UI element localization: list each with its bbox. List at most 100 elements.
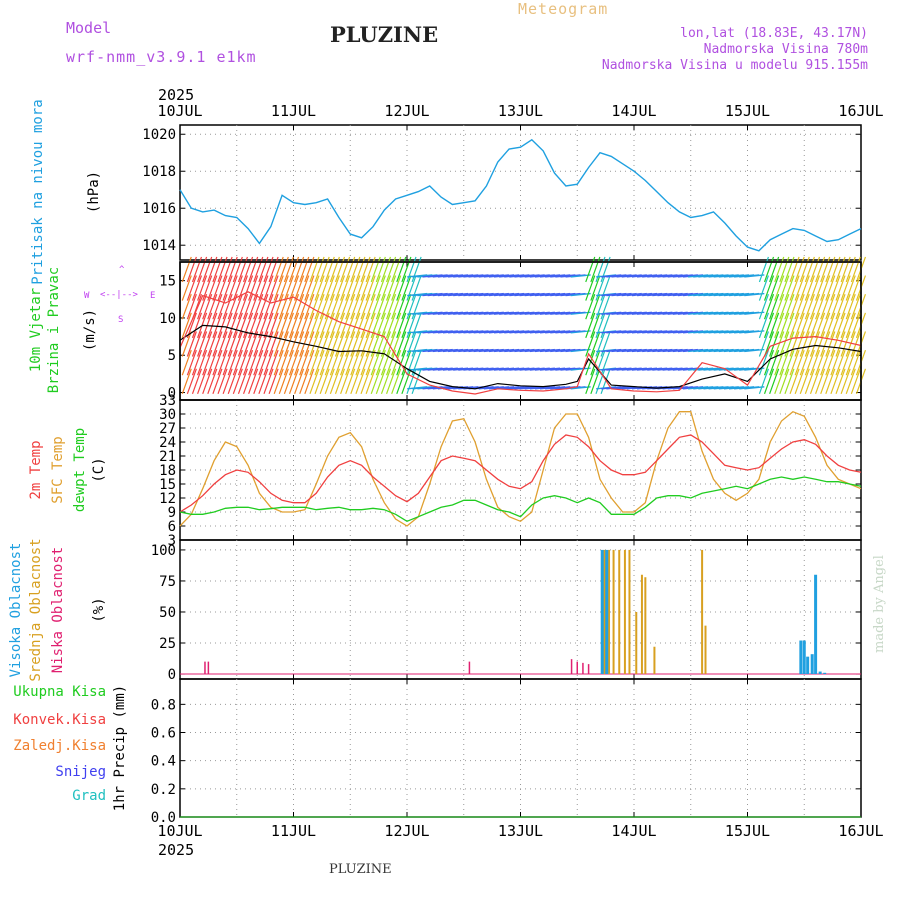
wind-barb [207,368,218,395]
wind-barb [391,331,402,357]
wind-barb [329,368,340,395]
wind-barb [304,331,315,357]
wind-barb [273,312,284,339]
wind-barb [360,349,371,376]
wind-barb [799,256,810,283]
wind-barb [186,349,197,376]
y-tick-label: 1014 [142,238,176,254]
panel-precip: 0.0 0.2 0.4 0.6 0.8 [151,678,862,826]
wind-barb [406,294,417,320]
wind-barb [815,294,826,320]
wind-barb [815,331,826,357]
wind-barb [774,294,785,320]
low-cloud-bar [570,659,573,675]
cloud-unit-label: (%) [91,597,107,622]
wind-barb [391,275,402,301]
wind-barb [360,368,371,395]
wind-barb [283,256,294,283]
wind-barb [314,331,325,357]
wind-barb [370,312,381,339]
x-tick-label-top: 15JUL [725,102,770,120]
wind-barb [769,349,780,376]
wind-barb [294,312,305,339]
wind-barb [794,349,805,376]
mid-cloud-bar [608,549,611,675]
wind-barb [360,275,371,301]
y-tick-label: 1016 [142,201,176,217]
wind-barb [294,275,305,301]
wind-barb [202,331,213,357]
wind-barb [329,312,340,339]
wind-barb [181,331,192,357]
wind-barb [375,275,386,301]
x-tick-label-bottom: 12JUL [384,822,429,840]
wind-barb [299,275,310,301]
wind-barb [380,349,392,376]
wind-barb [232,331,243,357]
wind-barb [570,348,591,353]
wind-barb [396,256,407,283]
y-tick-label: 75 [159,574,176,590]
wind-barb [799,312,810,339]
wind-barb [309,368,320,395]
compass-n: ^ [119,265,125,275]
wind-barb [324,349,335,376]
wind-barb [222,294,233,320]
compass-e: E [150,291,155,301]
wind-barb [350,256,361,283]
model-label: Model [66,19,112,37]
wind-barb [227,349,238,376]
wind-barb [181,256,192,283]
wind-barb [815,256,826,283]
low-cloud-bar [204,661,206,675]
wind-barb [334,294,346,320]
x-tick-label-bottom: 15JUL [725,822,770,840]
high-cloud-bar [806,656,810,675]
wind-barb [334,275,346,301]
lonlat-label: lon,lat (18.83E, 43.17N) [680,26,868,41]
wind-barb [830,331,841,357]
wind-barb [355,349,366,376]
wind-barb [283,275,294,301]
wind-barb [345,331,356,357]
panel-pressure: 1014 1016 1018 1020 [142,124,862,261]
wind-barb [744,274,765,278]
wind-barb [263,349,274,376]
wind-barb [263,256,274,283]
wind-barb [406,275,417,301]
wind-barb [380,256,392,283]
wind-barb [365,275,376,301]
wind-barb [744,330,765,334]
y-tick-label: 5 [168,348,176,364]
wind-barb [258,294,269,320]
wind-barb [340,312,351,339]
wind-barb [850,368,861,395]
wind-barb [815,312,826,339]
wind-barb [590,331,601,357]
wind-barb [227,331,238,357]
wind-barb [804,294,815,320]
wind-barb [304,275,315,301]
wind-barb [365,349,376,376]
wind-barb [386,312,397,339]
wind-barb [283,312,294,339]
wind-barb [319,349,330,376]
wind-barb [784,312,795,339]
wind-barb [248,275,259,301]
wind-barb [314,312,325,339]
wind-barb [386,349,397,376]
wind-barb [309,312,320,339]
wind-barb [825,331,836,357]
wind-barb [212,256,223,283]
wind-barb [212,275,223,301]
pressure-line [179,138,862,252]
model-name: wrf-nmm_v3.9.1 e1km [66,48,257,66]
y-tick-label: 9 [168,505,176,521]
wind-barb [355,368,366,395]
wind-barb [590,349,601,376]
wind-barb [585,349,596,376]
precip-legend-item-2: Zaledj.Kisa [13,738,106,754]
wind-barb [763,275,775,301]
wind-barb [334,368,346,395]
wind-barb [570,330,591,334]
